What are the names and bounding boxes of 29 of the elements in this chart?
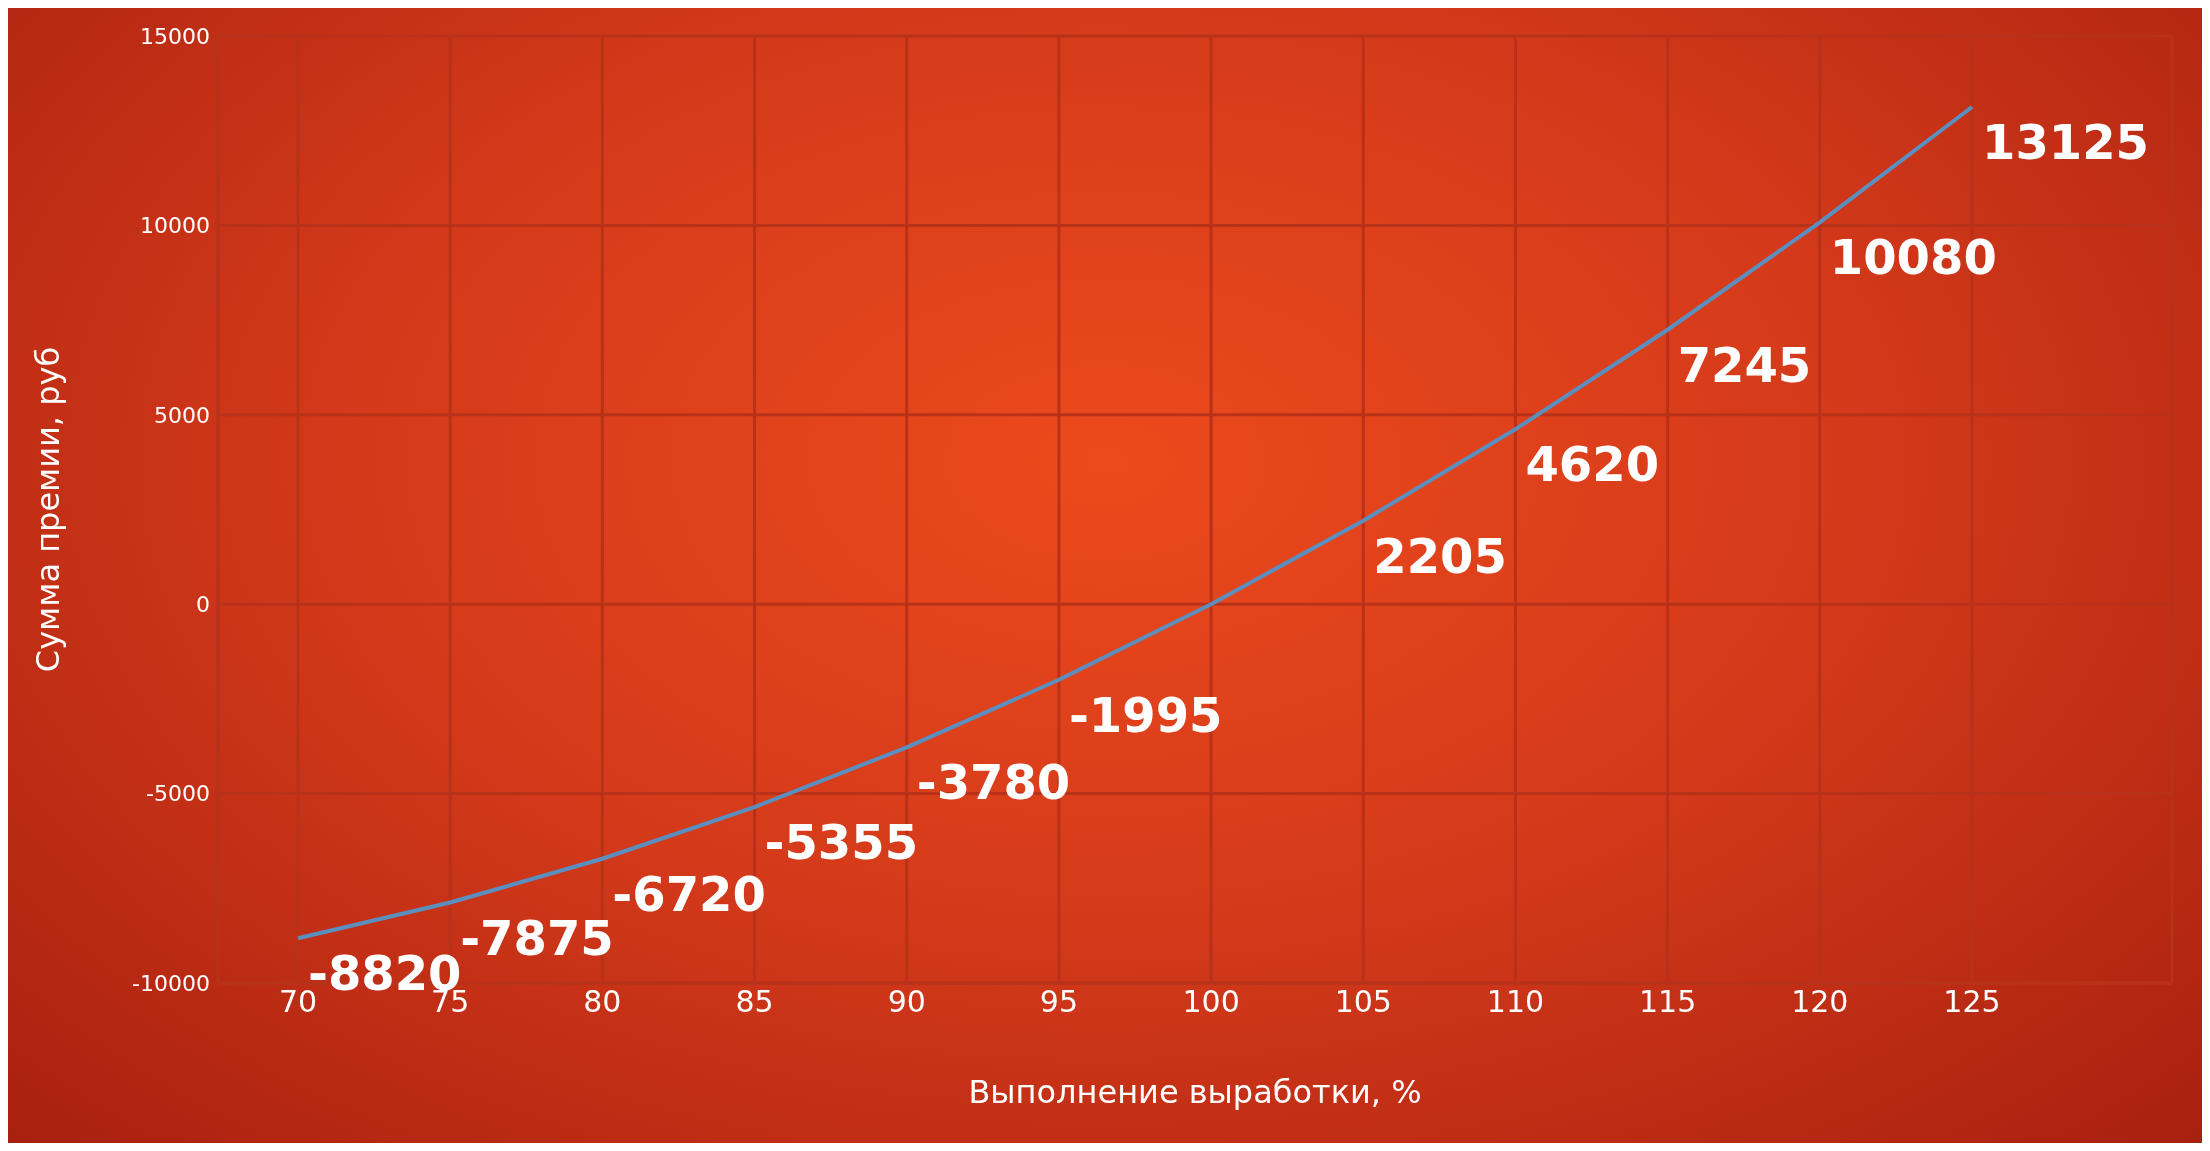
x-tick-label: 115 xyxy=(1639,984,1697,1020)
y-tick-label: 0 xyxy=(196,592,210,618)
data-label: 2205 xyxy=(1373,527,1507,584)
data-label: 10080 xyxy=(1829,229,1997,286)
y-axis-title: Сумма премии, руб xyxy=(29,346,68,673)
data-label: -7875 xyxy=(460,909,614,966)
data-label: 13125 xyxy=(1982,114,2149,171)
data-label: 7245 xyxy=(1677,336,1812,393)
x-tick-label: 120 xyxy=(1791,984,1849,1020)
data-label: -1995 xyxy=(1068,686,1223,743)
y-tick-label: -10000 xyxy=(132,970,210,996)
x-tick-label: 70 xyxy=(278,984,318,1020)
x-tick-label: 95 xyxy=(1039,984,1078,1020)
x-tick-label: 110 xyxy=(1486,984,1545,1020)
y-tick-label: -5000 xyxy=(146,781,210,807)
x-axis-title: Выполнение выработки, % xyxy=(968,1073,1422,1111)
y-tick-label: 5000 xyxy=(154,402,210,428)
data-label: -6720 xyxy=(612,865,766,922)
x-tick-label: 105 xyxy=(1334,984,1392,1020)
x-tick-label: 125 xyxy=(1943,984,2001,1020)
data-label: -5355 xyxy=(764,814,919,871)
x-tick-label: 90 xyxy=(887,984,926,1020)
data-label: 4620 xyxy=(1525,436,1660,493)
x-tick-label: 100 xyxy=(1182,984,1240,1020)
y-tick-label: 15000 xyxy=(140,23,210,49)
data-label: -3780 xyxy=(916,754,1071,811)
x-tick-label: 80 xyxy=(583,984,622,1020)
x-tick-label: 85 xyxy=(735,984,774,1020)
y-tick-label: 10000 xyxy=(140,213,210,239)
